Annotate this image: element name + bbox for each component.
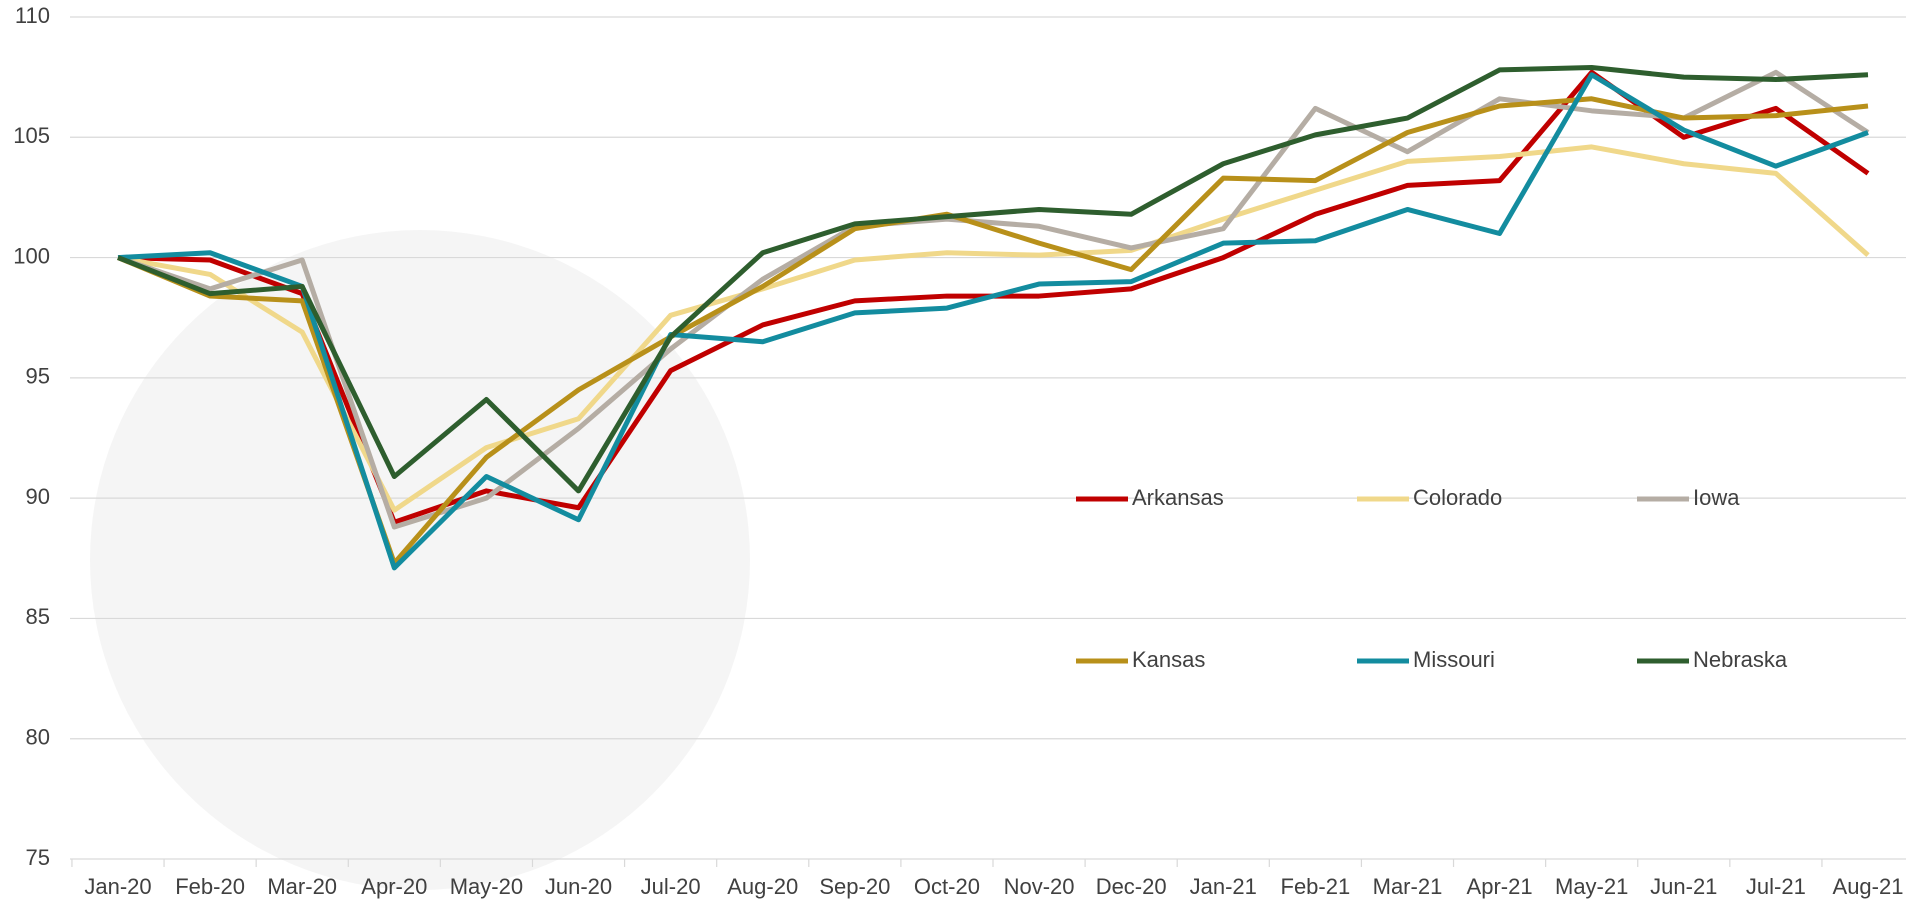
x-tick-label: Oct-20 <box>914 874 980 899</box>
x-tick-label: Sep-20 <box>819 874 890 899</box>
x-tick-label: Feb-21 <box>1281 874 1351 899</box>
y-tick-label: 90 <box>26 484 50 509</box>
y-tick-label: 110 <box>15 3 50 28</box>
legend-label: Iowa <box>1693 485 1740 510</box>
y-tick-label: 80 <box>26 725 50 750</box>
y-tick-label: 95 <box>26 364 50 389</box>
x-tick-label: Feb-20 <box>175 874 245 899</box>
series-line <box>117 65 1869 494</box>
x-tick-label: Jan-20 <box>84 874 151 899</box>
x-tick-label: Jun-21 <box>1650 874 1717 899</box>
y-tick-label: 100 <box>13 243 50 268</box>
x-tick-label: Apr-21 <box>1467 874 1533 899</box>
legend-label: Colorado <box>1413 485 1502 510</box>
x-tick-label: Jun-20 <box>545 874 612 899</box>
legend-label: Kansas <box>1132 647 1205 672</box>
legend-label: Arkansas <box>1132 485 1224 510</box>
y-tick-label: 105 <box>13 123 50 148</box>
x-tick-label: Mar-20 <box>267 874 337 899</box>
legend-label: Nebraska <box>1693 647 1788 672</box>
x-tick-label: May-20 <box>450 874 523 899</box>
x-tick-label: Dec-20 <box>1096 874 1167 899</box>
x-tick-label: Nov-20 <box>1004 874 1075 899</box>
x-tick-label: Apr-20 <box>361 874 427 899</box>
y-tick-label: 85 <box>26 604 50 629</box>
x-tick-label: Jul-21 <box>1746 874 1806 899</box>
series-line <box>117 72 1869 571</box>
x-tick-label: Aug-20 <box>727 874 798 899</box>
y-tick-label: 75 <box>26 845 50 870</box>
series-line <box>117 144 1870 513</box>
legend-label: Missouri <box>1413 647 1495 672</box>
x-tick-label: Jan-21 <box>1190 874 1257 899</box>
series-line <box>117 69 1870 530</box>
x-tick-label: May-21 <box>1555 874 1628 899</box>
x-tick-label: Aug-21 <box>1833 874 1904 899</box>
x-tick-label: Jul-20 <box>641 874 701 899</box>
x-tick-label: Mar-21 <box>1373 874 1443 899</box>
watermark <box>90 230 750 890</box>
